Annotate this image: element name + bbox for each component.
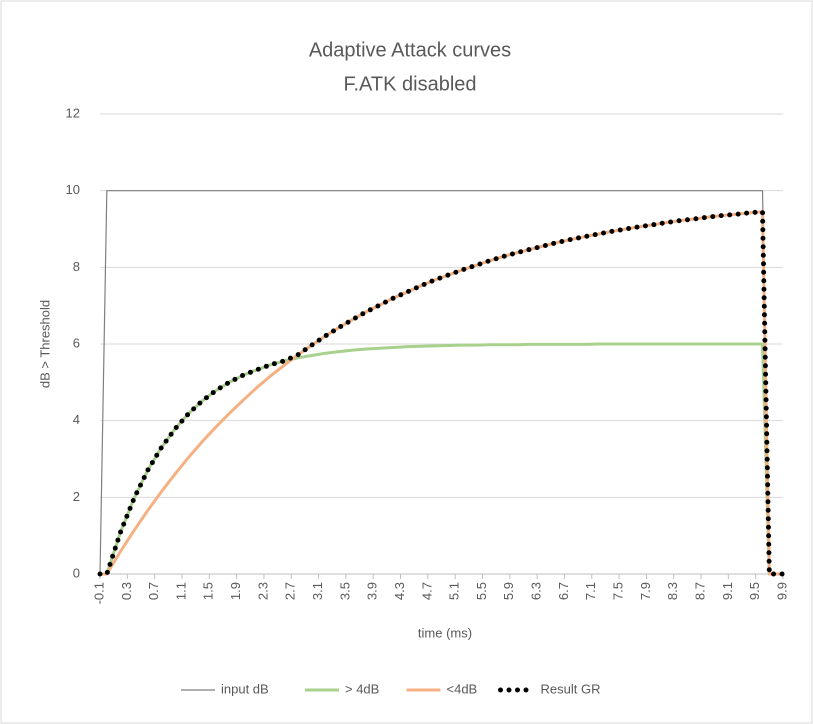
x-axis-title: time (ms)	[418, 625, 472, 640]
x-tick-label: 3.5	[337, 582, 352, 600]
x-tick-label: 6.3	[529, 582, 544, 600]
series-line	[99, 190, 783, 575]
y-tick-label: 10	[66, 182, 80, 197]
x-tick-label: 1.9	[228, 582, 243, 600]
x-tick-label: 8.3	[665, 582, 680, 600]
x-tick-label: 7.9	[638, 582, 653, 600]
chart-subtitle: F.ATK disabled	[343, 73, 476, 95]
y-tick-label: 0	[73, 565, 80, 580]
x-tick-label: 0.3	[119, 582, 134, 600]
x-tick-label: 5.9	[501, 582, 516, 600]
y-tick-label: 4	[73, 412, 80, 427]
y-tick-label: 2	[73, 489, 80, 504]
x-tick-label: 9.5	[747, 582, 762, 600]
x-tick-label: 3.1	[310, 582, 325, 600]
x-tick-label: 3.9	[365, 582, 380, 600]
x-tick-label: 5.1	[447, 582, 462, 600]
y-tick-label: 12	[66, 105, 80, 120]
series-line	[97, 209, 786, 577]
x-tick-label: 1.1	[173, 582, 188, 600]
x-tick-label: 9.1	[720, 582, 735, 600]
x-tick-label: 5.5	[474, 582, 489, 600]
legend-label: <4dB	[447, 681, 478, 696]
y-tick-label: 8	[73, 259, 80, 274]
legend-label: Result GR	[541, 681, 601, 696]
x-tick-label: 7.1	[583, 582, 598, 600]
x-tick-label: 4.7	[419, 582, 434, 600]
x-tick-label: -0.1	[91, 582, 106, 604]
x-tick-label: 4.3	[392, 582, 407, 600]
legend-label: input dB	[221, 681, 269, 696]
x-tick-label: 9.9	[774, 582, 789, 600]
chart-title: Adaptive Attack curves	[309, 39, 511, 61]
x-tick-label: 2.3	[255, 582, 270, 600]
x-tick-label: 8.7	[692, 582, 707, 600]
x-tick-label: 2.7	[283, 582, 298, 600]
x-tick-label: 1.5	[201, 582, 216, 600]
x-tick-label: 6.7	[556, 582, 571, 600]
y-axis-title: dB > Threshold	[37, 300, 52, 388]
legend-label: > 4dB	[345, 681, 379, 696]
x-tick-label: 0.7	[146, 582, 161, 600]
y-tick-label: 6	[73, 335, 80, 350]
x-tick-label: 7.5	[611, 582, 626, 600]
